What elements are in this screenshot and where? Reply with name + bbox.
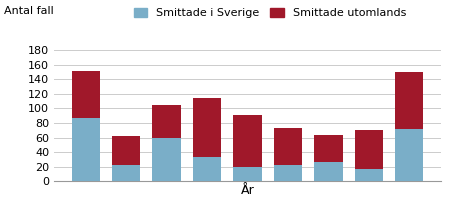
Bar — [234, 167, 261, 181]
Bar — [153, 105, 181, 138]
Bar — [274, 165, 302, 181]
Bar — [153, 138, 181, 181]
Bar — [274, 128, 302, 165]
Bar — [355, 130, 383, 169]
Bar — [355, 169, 383, 181]
Bar — [112, 136, 140, 165]
Legend: Smittade i Sverige, Smittade utomlands: Smittade i Sverige, Smittade utomlands — [134, 8, 406, 18]
Bar — [72, 118, 100, 181]
Bar — [193, 97, 221, 157]
Bar — [314, 162, 342, 181]
X-axis label: År: År — [241, 184, 254, 197]
Text: Antal fall: Antal fall — [4, 6, 54, 16]
Bar — [234, 115, 261, 167]
Bar — [72, 70, 100, 118]
Bar — [395, 72, 423, 129]
Bar — [193, 157, 221, 181]
Bar — [395, 129, 423, 181]
Bar — [112, 165, 140, 181]
Bar — [314, 135, 342, 162]
